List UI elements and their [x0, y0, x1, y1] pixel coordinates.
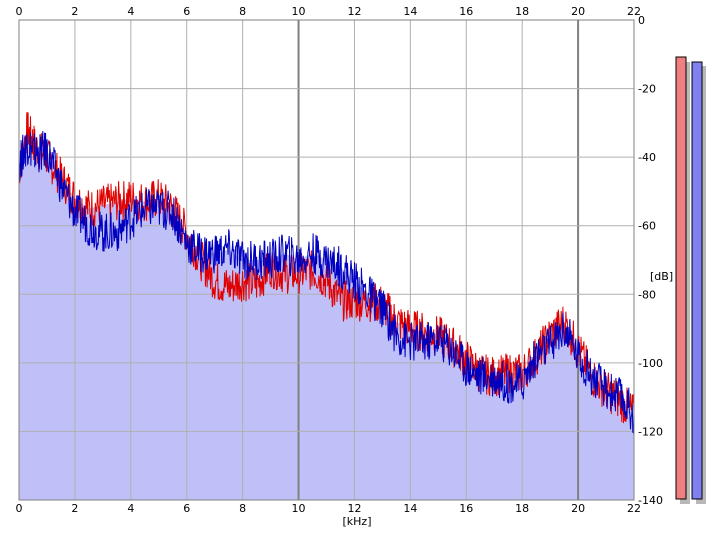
left-channel-meter [675, 56, 687, 500]
y-tick-label: -80 [638, 288, 656, 301]
y-tick-label: -140 [638, 494, 663, 507]
x-tick-label: 18 [515, 5, 529, 18]
x-tick-label: 2 [71, 502, 78, 515]
series-lines [18, 112, 635, 434]
y-axis-title: [dB] [650, 270, 673, 283]
y-tick-label: -20 [638, 83, 656, 96]
x-tick-label: 8 [239, 502, 246, 515]
x-tick-labels-bottom: 0 2 4 6 8 10 12 14 16 18 20 22 [16, 502, 642, 515]
x-tick-label: 14 [403, 502, 417, 515]
y-tick-label: -100 [638, 357, 663, 370]
x-tick-label: 8 [239, 5, 246, 18]
x-tick-label: 6 [183, 5, 190, 18]
series-line-2 [18, 131, 635, 434]
x-tick-label: 4 [127, 5, 134, 18]
x-tick-label: 4 [127, 502, 134, 515]
x-tick-label: 16 [459, 502, 473, 515]
x-tick-label: 2 [71, 5, 78, 18]
x-tick-label: 14 [403, 5, 417, 18]
y-tick-label: 0 [638, 14, 645, 27]
right-channel-meter [691, 61, 703, 500]
x-tick-label: 10 [292, 502, 306, 515]
x-tick-label: 20 [571, 502, 585, 515]
x-tick-label: 22 [627, 5, 641, 18]
x-tick-label: 10 [292, 5, 306, 18]
y-tick-label: -120 [638, 425, 663, 438]
x-tick-label: 18 [515, 502, 529, 515]
x-tick-label: 16 [459, 5, 473, 18]
x-tick-label: 0 [16, 502, 23, 515]
x-tick-label: 12 [347, 5, 361, 18]
x-tick-label: 20 [571, 5, 585, 18]
x-tick-label: 6 [183, 502, 190, 515]
y-tick-label: -60 [638, 220, 656, 233]
x-tick-label: 0 [16, 5, 23, 18]
y-tick-label: -40 [638, 151, 656, 164]
x-tick-label: 12 [347, 502, 361, 515]
x-axis-title: [kHz] [343, 515, 372, 528]
level-meters [675, 56, 706, 504]
x-tick-label: 22 [627, 502, 641, 515]
x-tick-labels-top: 0 2 4 6 8 10 12 14 16 18 20 22 [16, 5, 642, 18]
y-tick-labels: 0 -20 -40 -60 -80 -100 -120 -140 [638, 14, 663, 507]
series-line-1 [18, 112, 635, 424]
plot-frame [18, 19, 635, 501]
